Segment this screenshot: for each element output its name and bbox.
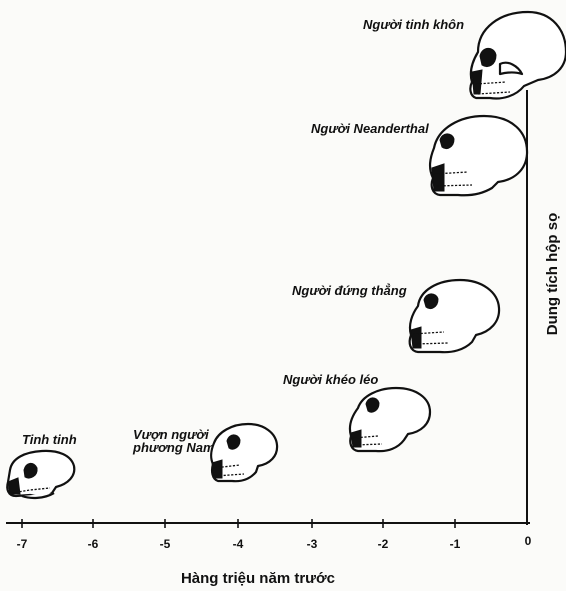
label-neanderthal: Người Neanderthal	[311, 121, 429, 136]
label-chimpanzee: Tinh tinh	[22, 432, 77, 447]
x-tick-label: -1	[450, 537, 461, 551]
x-tick-label: -3	[307, 537, 318, 551]
habilis-skull-icon	[348, 386, 432, 453]
chimpanzee-skull-icon	[6, 449, 76, 500]
erectus-skull-icon	[408, 278, 501, 354]
x-tick-label: -7	[17, 537, 28, 551]
australopithecus-skull-icon	[210, 422, 279, 483]
x-tick-label: -4	[233, 537, 244, 551]
label-australopithecus-line2: phương Nam	[132, 440, 215, 455]
x-tick-label: -2	[378, 537, 389, 551]
label-erectus: Người đứng thẳng	[292, 283, 407, 298]
x-axis-title: Hàng triệu năm trước	[181, 570, 335, 587]
y-axis-title: Dung tích hộp sọ	[544, 213, 561, 335]
x-tick-label: -6	[88, 537, 99, 551]
x-axis-tick-marks	[21, 519, 456, 528]
x-tick-label: -5	[160, 537, 171, 551]
neanderthal-skull-icon	[428, 114, 529, 197]
x-tick-label: 0	[525, 534, 532, 548]
sapiens-skull-icon	[469, 10, 566, 100]
label-habilis: Người khéo léo	[283, 372, 378, 387]
label-australopithecus-line1: Vượn người	[133, 427, 209, 442]
label-sapiens: Người tinh khôn	[363, 17, 464, 32]
